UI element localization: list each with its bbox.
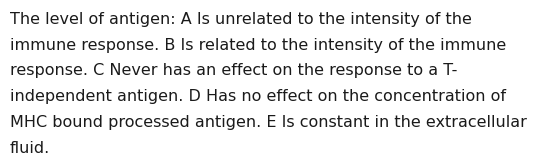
Text: immune response. B Is related to the intensity of the immune: immune response. B Is related to the int… [10,38,506,53]
Text: fluid.: fluid. [10,141,50,156]
Text: The level of antigen: A Is unrelated to the intensity of the: The level of antigen: A Is unrelated to … [10,12,472,27]
Text: independent antigen. D Has no effect on the concentration of: independent antigen. D Has no effect on … [10,89,506,104]
Text: response. C Never has an effect on the response to a T-: response. C Never has an effect on the r… [10,63,458,78]
Text: MHC bound processed antigen. E Is constant in the extracellular: MHC bound processed antigen. E Is consta… [10,115,527,130]
